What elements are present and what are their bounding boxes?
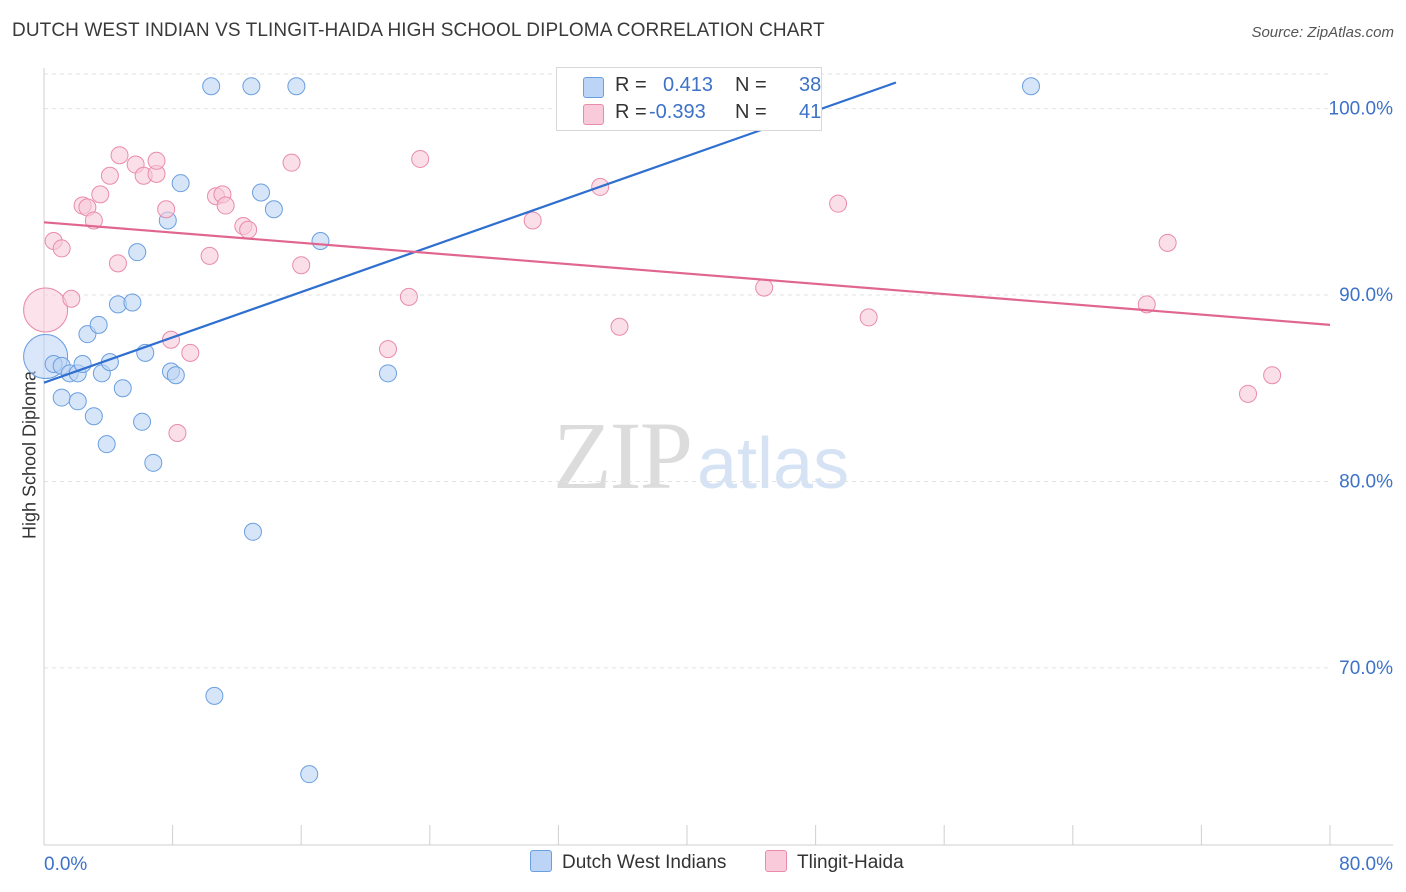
- dutch-west-indian-point: [128, 243, 147, 262]
- tlingit-haida-point: [157, 200, 176, 219]
- tlingit-haida-point: [1263, 366, 1282, 385]
- source-label[interactable]: Source: ZipAtlas.com: [1251, 24, 1394, 41]
- legend-item-tlingit-haida[interactable]: Tlingit-Haida: [765, 850, 904, 874]
- x-tick-label: 80.0%: [1339, 854, 1393, 875]
- dutch-west-indian-point: [171, 174, 190, 193]
- dutch-west-indian-point: [202, 77, 221, 96]
- dutch-west-indian-point: [242, 77, 261, 96]
- n-value: 41: [799, 101, 822, 123]
- dutch-west-indian-point: [133, 412, 152, 431]
- tlingit-haida-point: [239, 220, 258, 239]
- tlingit-haida-point: [379, 340, 398, 359]
- r-label: R =: [615, 74, 647, 96]
- tlingit-haida-point: [147, 151, 166, 170]
- dutch-west-indian-point: [89, 315, 108, 334]
- tlingit-haida-point: [91, 185, 110, 204]
- n-label: N =: [735, 74, 767, 96]
- y-tick-label: 70.0%: [1339, 658, 1393, 679]
- tlingit-haida-point: [610, 317, 629, 336]
- tlingit-haida-point: [282, 153, 301, 172]
- dutch-west-indian-point: [379, 364, 398, 383]
- r-label: R =: [615, 101, 647, 123]
- tlingit-haida-point: [200, 246, 219, 265]
- tlingit-haida-point: [399, 287, 418, 306]
- tlingit-haida-point: [62, 289, 81, 308]
- y-tick-label: 90.0%: [1339, 285, 1393, 306]
- tlingit-haida-point: [1158, 233, 1177, 252]
- tlingit-haida-point: [108, 254, 127, 273]
- tlingit-haida-point: [1137, 295, 1156, 314]
- tlingit-haida-point: [523, 211, 542, 230]
- dutch-west-indian-point: [287, 77, 306, 96]
- dutch-west-indian-point: [123, 293, 142, 312]
- gridlines: [44, 73, 1330, 669]
- tlingit-haida-point: [829, 194, 848, 213]
- dutch-west-indian-point: [68, 392, 87, 411]
- dutch-west-indian-point: [205, 686, 224, 705]
- dutch-west-indian-point: [252, 183, 271, 202]
- tlingit-haida-point: [859, 308, 878, 327]
- trend-lines: [43, 81, 1331, 384]
- tlingit-haida-point: [23, 287, 69, 333]
- tlingit-haida-point: [292, 256, 311, 275]
- x-tick-label: 0.0%: [44, 854, 87, 875]
- tlingit-haida-trend-line: [43, 221, 1331, 326]
- data-points: [23, 77, 1282, 784]
- r-value: -0.393: [649, 101, 706, 123]
- tlingit-haida-point: [168, 423, 187, 442]
- tlingit-haida-point: [1239, 384, 1258, 403]
- chart-title: DUTCH WEST INDIAN VS TLINGIT-HAIDA HIGH …: [12, 20, 825, 41]
- tick-labels: 70.0% 80.0% 90.0% 100.0% 0.0% 80.0%: [44, 99, 1393, 875]
- dutch-west-indian-trend-line: [43, 81, 897, 384]
- tlingit-haida-point: [110, 146, 129, 165]
- dutch-west-indian-point: [113, 379, 132, 398]
- legend-swatch-pink: [765, 850, 787, 872]
- legend-swatch-blue: [530, 850, 552, 872]
- dutch-west-indian-point: [84, 407, 103, 426]
- tlingit-haida-point: [216, 196, 235, 215]
- legend-label: Dutch West Indians: [562, 852, 727, 873]
- dutch-west-indian-point: [97, 435, 116, 454]
- y-tick-label: 80.0%: [1339, 471, 1393, 492]
- dutch-west-indian-point: [1022, 77, 1041, 96]
- dutch-west-indian-point: [264, 200, 283, 219]
- dutch-west-indian-point: [311, 231, 330, 250]
- legend-label: Tlingit-Haida: [797, 852, 904, 873]
- n-label: N =: [735, 101, 767, 123]
- tlingit-haida-point: [181, 343, 200, 362]
- legend-swatch-blue: [583, 77, 604, 98]
- dutch-west-indian-point: [166, 366, 185, 385]
- dutch-west-indian-point: [300, 765, 319, 784]
- r-value: 0.413: [663, 74, 714, 96]
- n-value: 38: [799, 74, 822, 96]
- legend-item-dutch-west-indians[interactable]: Dutch West Indians: [530, 850, 726, 874]
- tlingit-haida-point: [52, 239, 71, 258]
- tlingit-haida-point: [84, 211, 103, 230]
- tlingit-haida-point: [755, 278, 774, 297]
- tlingit-haida-point: [100, 166, 119, 185]
- tlingit-haida-point: [411, 149, 430, 168]
- legend-swatch-pink: [583, 104, 604, 125]
- stats-legend: R = 0.413 N = 38 R = -0.393 N = 41: [556, 67, 822, 131]
- dutch-west-indian-point: [52, 388, 71, 407]
- dutch-west-indian-point: [243, 522, 262, 541]
- dutch-west-indian-point: [144, 453, 163, 472]
- y-tick-label: 100.0%: [1329, 99, 1394, 120]
- axes: [43, 68, 1393, 846]
